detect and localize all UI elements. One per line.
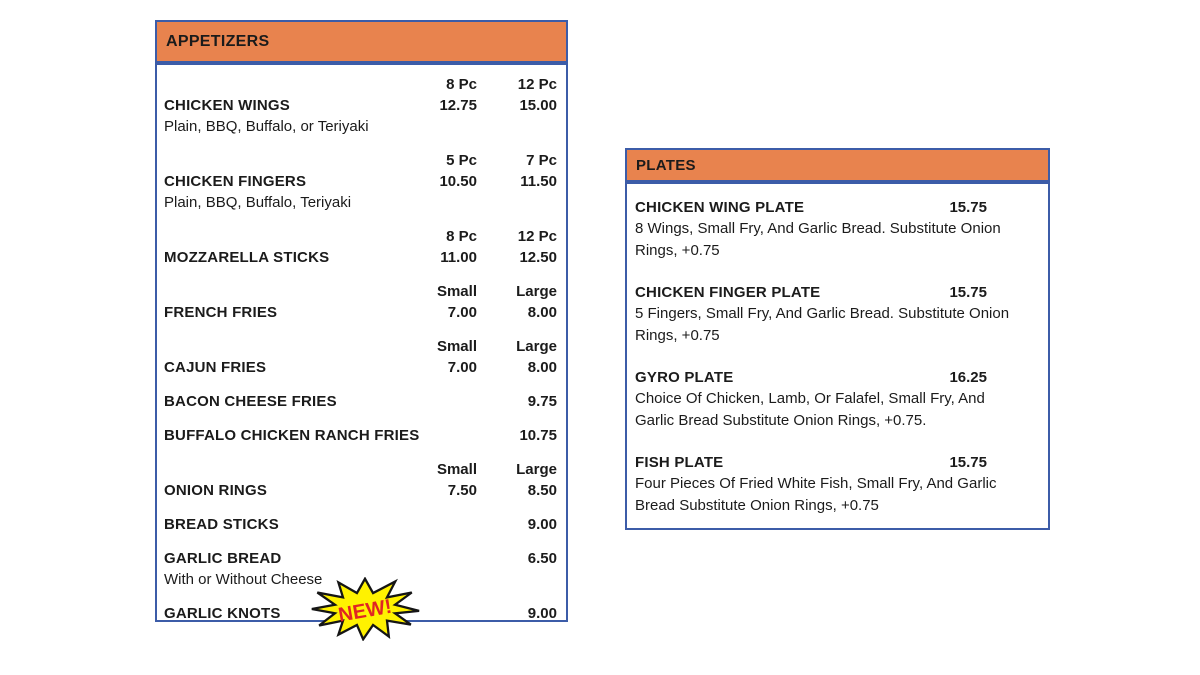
menu-item-garlic-bread: GARLIC BREAD 6.50 With or Without Cheese xyxy=(164,548,557,590)
item-price-large: 8.00 xyxy=(527,304,557,321)
item-name: FISH PLATE xyxy=(635,454,724,471)
item-description: 5 Fingers, Small Fry, And Garlic Bread. … xyxy=(635,305,1010,344)
item-price-small: 10.50 xyxy=(439,173,477,190)
item-name: CHICKEN FINGER PLATE xyxy=(635,284,821,301)
size-label: 12 Pc xyxy=(517,76,557,93)
item-description: Four Pieces Of Fried White Fish, Small F… xyxy=(635,475,997,514)
item-price-large: 11.50 xyxy=(520,173,557,190)
size-label: Small xyxy=(436,283,477,300)
size-label: 5 Pc xyxy=(446,152,477,169)
menu-item-onion-rings: Small Large ONION RINGS 7.50 8.50 xyxy=(164,459,557,501)
size-label: 7 Pc xyxy=(526,152,557,169)
item-price-small: 11.00 xyxy=(440,249,477,266)
menu-item-cajun-fries: Small Large CAJUN FRIES 7.00 8.00 xyxy=(164,336,557,378)
menu-item-bread-sticks: BREAD STICKS 9.00 xyxy=(164,514,557,535)
item-name: FRENCH FRIES xyxy=(164,304,278,321)
size-label: Small xyxy=(436,338,477,355)
menu-item-chicken-wings: 8 Pc 12 Pc CHICKEN WINGS 12.75 15.00 Pla… xyxy=(164,74,557,137)
item-price-small: 7.00 xyxy=(447,359,477,376)
item-name: BACON CHEESE FRIES xyxy=(164,393,337,410)
item-price-small: 7.00 xyxy=(447,304,477,321)
item-price: 10.75 xyxy=(519,427,557,444)
item-description: Choice Of Chicken, Lamb, Or Falafel, Sma… xyxy=(635,390,985,429)
size-label: 8 Pc xyxy=(446,76,477,93)
item-description: With or Without Cheese xyxy=(164,571,323,588)
menu-item-chicken-finger-plate: CHICKEN FINGER PLATE 15.75 5 Fingers, Sm… xyxy=(635,282,1040,346)
menu-item-mozzarella-sticks: 8 Pc 12 Pc MOZZARELLA STICKS 11.00 12.50 xyxy=(164,226,557,268)
menu-item-fish-plate: FISH PLATE 15.75 Four Pieces Of Fried Wh… xyxy=(635,452,1040,516)
item-name: BUFFALO CHICKEN RANCH FRIES xyxy=(164,427,420,444)
size-label: 8 Pc xyxy=(446,228,477,245)
appetizers-title: APPETIZERS xyxy=(166,32,270,50)
item-name: CHICKEN WINGS xyxy=(164,97,290,114)
size-label: Large xyxy=(516,283,557,300)
item-description: 8 Wings, Small Fry, And Garlic Bread. Su… xyxy=(635,220,1001,259)
item-name: MOZZARELLA STICKS xyxy=(164,249,330,266)
item-description: Plain, BBQ, Buffalo, or Teriyaki xyxy=(164,118,369,135)
item-price: 16.25 xyxy=(949,369,987,386)
item-price-large: 8.00 xyxy=(527,359,557,376)
size-label: Small xyxy=(436,461,477,478)
menu-item-gyro-plate: GYRO PLATE 16.25 Choice Of Chicken, Lamb… xyxy=(635,367,1040,431)
item-name: BREAD STICKS xyxy=(164,516,279,533)
item-price: 6.50 xyxy=(527,550,557,567)
item-name: CAJUN FRIES xyxy=(164,359,267,376)
appetizers-body: 8 Pc 12 Pc CHICKEN WINGS 12.75 15.00 Pla… xyxy=(155,63,568,641)
appetizers-panel: APPETIZERS 8 Pc 12 Pc CHICKEN WINGS 12.7… xyxy=(155,20,568,641)
item-name: GARLIC KNOTS xyxy=(164,605,281,622)
item-price-small: 12.75 xyxy=(439,97,477,114)
menu-item-chicken-wing-plate: CHICKEN WING PLATE 15.75 8 Wings, Small … xyxy=(635,197,1040,261)
size-label: Large xyxy=(516,461,557,478)
item-name: CHICKEN WING PLATE xyxy=(635,199,805,216)
item-price: 9.00 xyxy=(527,516,557,533)
item-name: GYRO PLATE xyxy=(635,369,734,386)
appetizers-header: APPETIZERS xyxy=(155,20,568,63)
menu-item-french-fries: Small Large FRENCH FRIES 7.00 8.00 xyxy=(164,281,557,323)
item-price: 15.75 xyxy=(949,454,987,471)
item-price: 9.75 xyxy=(527,393,557,410)
size-label: 12 Pc xyxy=(517,228,557,245)
plates-body: CHICKEN WING PLATE 15.75 8 Wings, Small … xyxy=(625,182,1050,530)
item-price-large: 8.50 xyxy=(527,482,557,499)
menu-item-bacon-cheese-fries: BACON CHEESE FRIES 9.75 xyxy=(164,391,557,412)
item-name: CHICKEN FINGERS xyxy=(164,173,307,190)
item-price: 15.75 xyxy=(949,284,987,301)
item-price: 15.75 xyxy=(949,199,987,216)
plates-panel: PLATES CHICKEN WING PLATE 15.75 8 Wings,… xyxy=(625,148,1050,530)
item-price-large: 12.50 xyxy=(519,249,557,266)
item-description: Plain, BBQ, Buffalo, Teriyaki xyxy=(164,194,352,211)
size-label: Large xyxy=(516,338,557,355)
item-price-large: 15.00 xyxy=(519,97,557,114)
menu-item-chicken-fingers: 5 Pc 7 Pc CHICKEN FINGERS 10.50 11.50 Pl… xyxy=(164,150,557,213)
item-price-small: 7.50 xyxy=(447,482,477,499)
item-price: 9.00 xyxy=(527,605,557,622)
plates-title: PLATES xyxy=(636,156,696,174)
menu-item-buffalo-chicken-ranch-fries: BUFFALO CHICKEN RANCH FRIES 10.75 xyxy=(164,425,557,446)
plates-header: PLATES xyxy=(625,148,1050,182)
menu-item-garlic-knots: GARLIC KNOTS 9.00 NEW! xyxy=(164,577,557,641)
item-name: ONION RINGS xyxy=(164,482,268,499)
item-name: GARLIC BREAD xyxy=(164,550,282,567)
